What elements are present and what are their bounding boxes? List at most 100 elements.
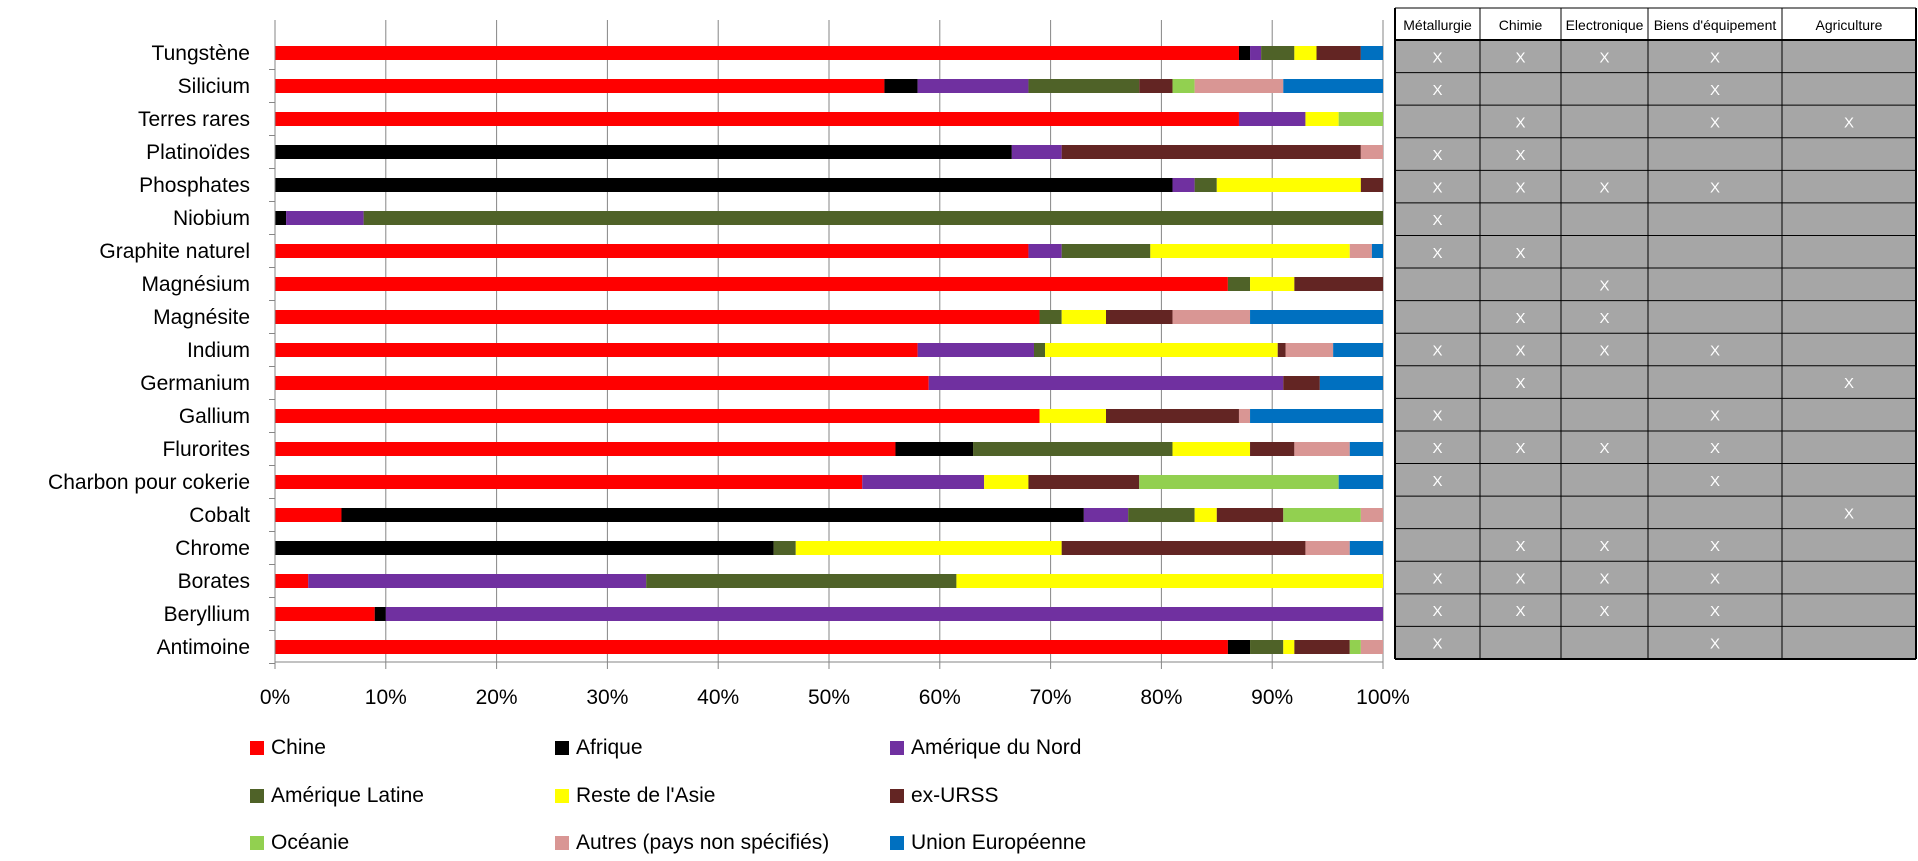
category-label: Tungstène xyxy=(152,42,250,65)
legend-swatch xyxy=(250,741,264,755)
usage-mark: X xyxy=(1515,603,1525,620)
legend-label: Amérique Latine xyxy=(271,784,424,807)
bar-segment xyxy=(1360,145,1383,159)
category-label: Borates xyxy=(178,570,250,593)
x-tick-label: 50% xyxy=(808,686,850,709)
bar-segment xyxy=(1045,343,1278,357)
x-tick-label: 30% xyxy=(586,686,628,709)
x-tick-label: 10% xyxy=(365,686,407,709)
bar-segment xyxy=(1283,79,1383,93)
bar-segment xyxy=(1083,508,1129,522)
category-label: Germanium xyxy=(140,372,250,395)
usage-mark: X xyxy=(1432,603,1442,620)
usage-mark: X xyxy=(1515,245,1525,262)
x-tick-label: 0% xyxy=(260,686,290,709)
category-label: Niobium xyxy=(173,207,250,230)
bar-segment xyxy=(1316,46,1361,60)
bar-segment xyxy=(1028,79,1140,93)
bar-segment xyxy=(1261,46,1295,60)
bar-segment xyxy=(917,343,1034,357)
bar-segment xyxy=(1194,508,1217,522)
usage-mark: X xyxy=(1710,82,1720,99)
bar-segment xyxy=(275,244,1029,258)
usage-mark: X xyxy=(1710,114,1720,131)
category-label: Graphite naturel xyxy=(99,240,250,263)
bar-segment xyxy=(275,508,342,522)
x-tick-label: 40% xyxy=(697,686,739,709)
bar-segment xyxy=(1305,112,1339,126)
bar-segment xyxy=(973,442,1173,456)
bars xyxy=(275,46,1383,654)
bar-segment xyxy=(1285,343,1334,357)
bar-segment xyxy=(275,145,1012,159)
bar-segment xyxy=(1305,541,1350,555)
bar-segment xyxy=(1360,508,1383,522)
usage-mark: X xyxy=(1599,49,1609,66)
bar-segment xyxy=(1106,409,1239,423)
bar-segment xyxy=(917,79,1029,93)
usage-mark: X xyxy=(1432,82,1442,99)
usage-mark: X xyxy=(1710,343,1720,360)
bar-segment xyxy=(1294,277,1383,291)
bar-segment xyxy=(308,574,647,588)
usage-mark: X xyxy=(1710,473,1720,490)
usage-mark: X xyxy=(1710,440,1720,457)
category-label: Phosphates xyxy=(139,174,250,197)
usage-mark: X xyxy=(1515,310,1525,327)
usage-mark: X xyxy=(1515,375,1525,392)
category-label: Antimoine xyxy=(157,636,250,659)
category-label: Terres rares xyxy=(138,108,250,131)
bar-segment xyxy=(1360,178,1383,192)
bar-segment xyxy=(275,409,1040,423)
bar-segment xyxy=(1360,46,1383,60)
bar-segment xyxy=(773,541,796,555)
bar-segment xyxy=(1283,508,1361,522)
category-label: Magnésium xyxy=(141,273,250,296)
bar-segment xyxy=(286,211,364,225)
bar-segment xyxy=(1033,343,1046,357)
bar-segment xyxy=(1349,640,1361,654)
usage-mark: X xyxy=(1432,571,1442,588)
table-header-label: Chimie xyxy=(1499,17,1543,33)
bar-segment xyxy=(1216,508,1284,522)
usage-mark: X xyxy=(1432,180,1442,197)
legend-swatch xyxy=(890,741,904,755)
bar-segment xyxy=(1238,112,1306,126)
category-label: Chrome xyxy=(175,537,250,560)
usage-mark: X xyxy=(1710,408,1720,425)
usage-mark: X xyxy=(1515,180,1525,197)
bar-segment xyxy=(1277,343,1286,357)
bar-segment xyxy=(646,574,957,588)
bar-segment xyxy=(275,475,863,489)
bar-segment xyxy=(1294,640,1350,654)
bar-segment xyxy=(1172,79,1195,93)
bar-segment xyxy=(1039,310,1062,324)
bar-segment xyxy=(1061,541,1306,555)
usage-mark: X xyxy=(1515,114,1525,131)
x-tick-label: 60% xyxy=(919,686,961,709)
usage-mark: X xyxy=(1432,245,1442,262)
usage-mark: X xyxy=(1432,440,1442,457)
bar-segment xyxy=(1028,475,1140,489)
bar-segment xyxy=(275,277,1228,291)
legend-label: Reste de l'Asie xyxy=(576,784,715,807)
legend-label: Chine xyxy=(271,736,326,759)
legend-swatch xyxy=(555,741,569,755)
usage-mark: X xyxy=(1515,49,1525,66)
usage-mark: X xyxy=(1599,538,1609,555)
bar-segment xyxy=(275,79,885,93)
bar-segment xyxy=(1333,343,1383,357)
legend: Chine Afrique Amérique du Nord Amérique Lat… xyxy=(250,736,1086,854)
usage-mark: X xyxy=(1710,538,1720,555)
bar-segment xyxy=(275,112,1239,126)
usage-table: Métallurgie Chimie Electronique Biens d'équ… xyxy=(1394,7,1917,660)
category-label: Cobalt xyxy=(189,504,250,527)
bar-segment xyxy=(363,211,1383,225)
bar-segment xyxy=(1338,112,1383,126)
bar-segment xyxy=(1250,442,1295,456)
bar-segment xyxy=(1294,46,1317,60)
bar-segment xyxy=(385,607,1383,621)
table-header-label: Electronique xyxy=(1566,17,1644,33)
legend-label: Océanie xyxy=(271,831,349,854)
bar-segment xyxy=(884,79,918,93)
